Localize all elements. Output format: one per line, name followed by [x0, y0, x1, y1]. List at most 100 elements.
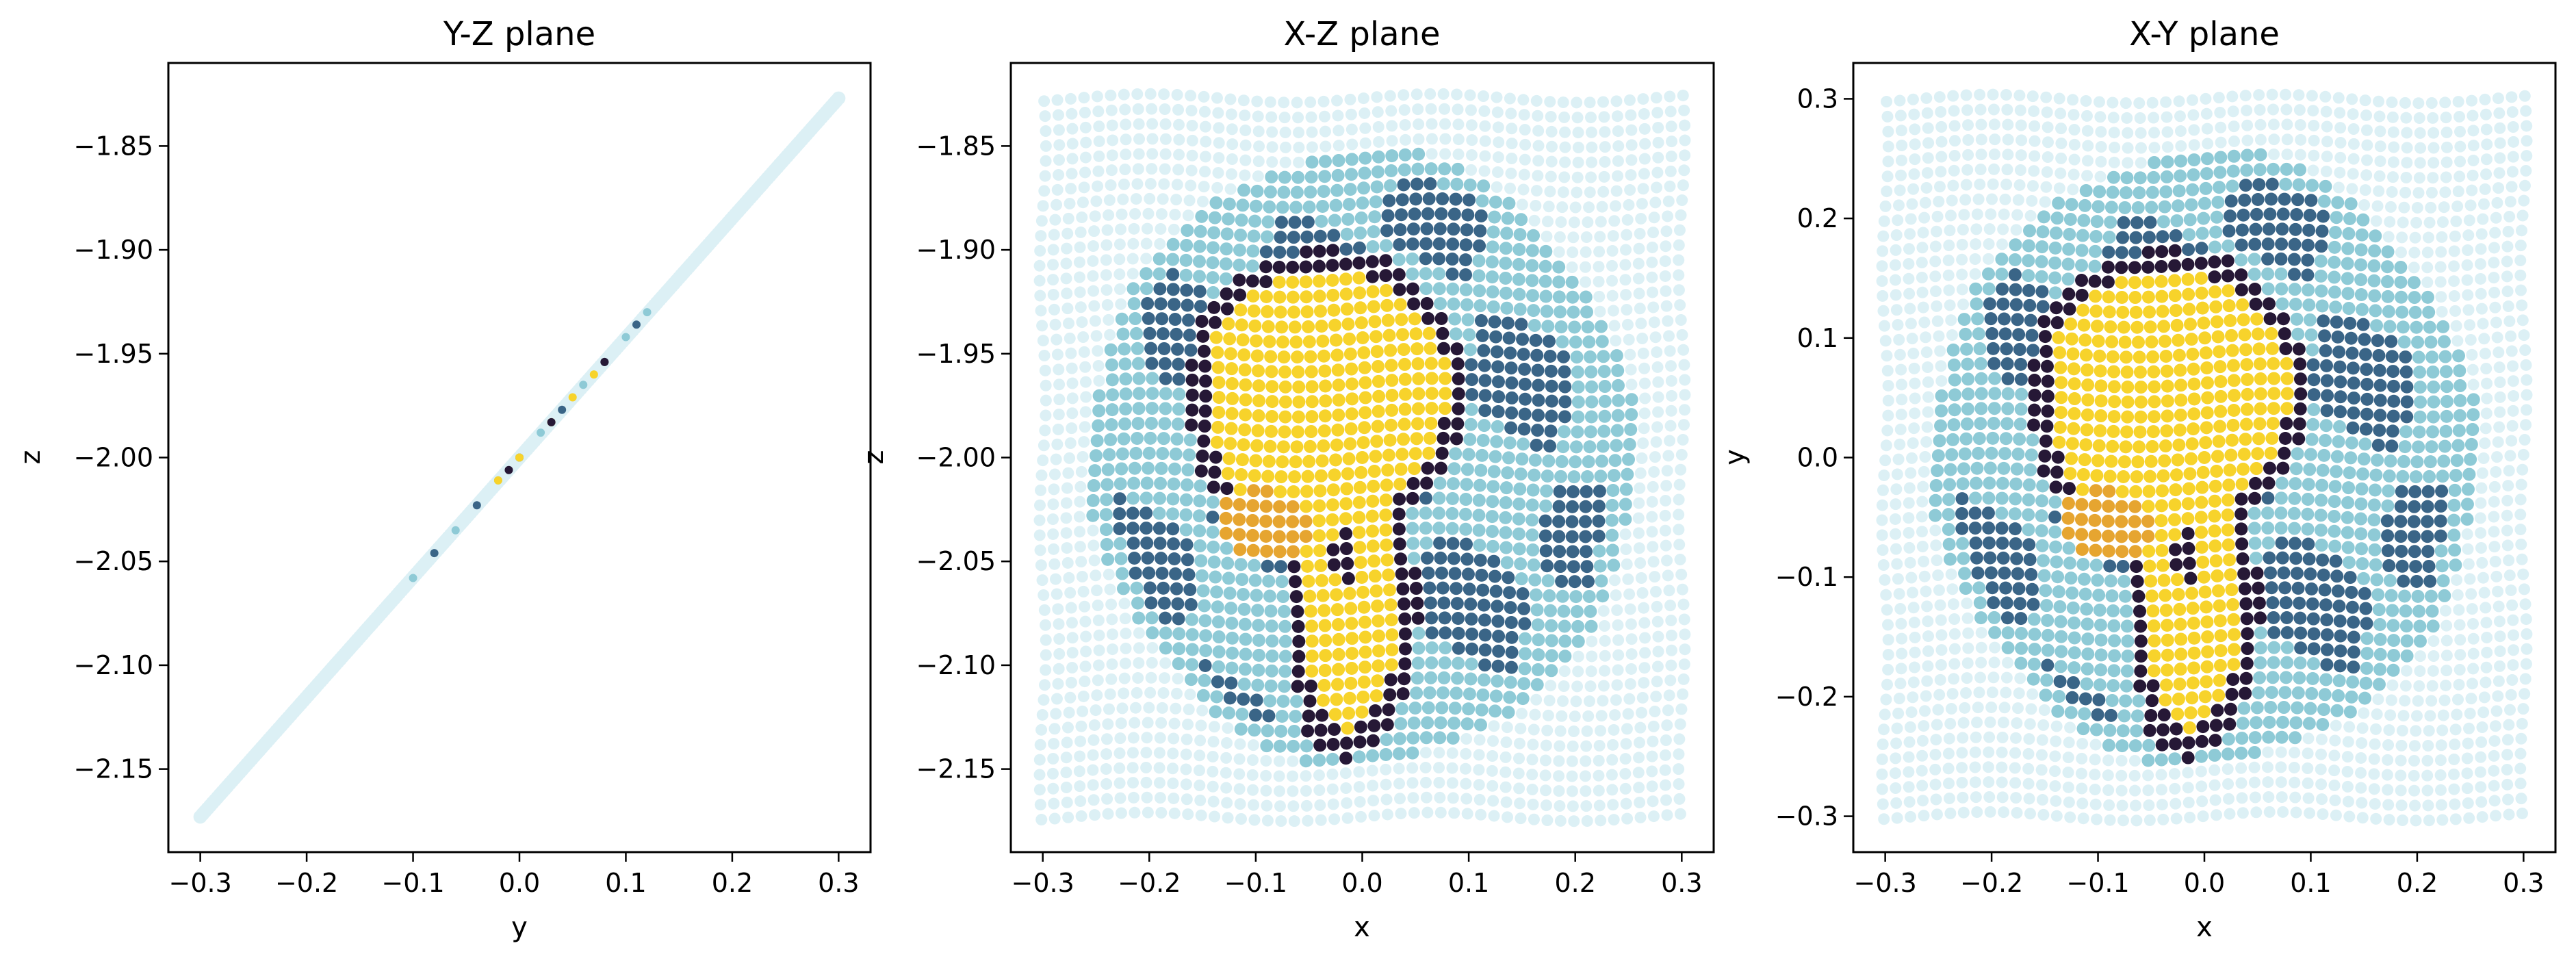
data-point — [2213, 345, 2226, 359]
data-point — [1398, 402, 1412, 416]
data-point — [2156, 215, 2170, 229]
data-point — [1942, 522, 1955, 536]
data-point — [2182, 541, 2195, 555]
data-point — [2120, 171, 2134, 185]
data-point — [2014, 357, 2028, 371]
data-point — [2360, 632, 2374, 645]
data-point — [1664, 180, 1676, 192]
data-point — [2328, 539, 2342, 553]
data-point — [1246, 543, 1260, 557]
data-point — [2075, 498, 2089, 511]
data-point — [1314, 723, 1328, 737]
data-point — [2089, 290, 2102, 303]
data-point — [2265, 327, 2278, 341]
data-point — [1209, 331, 1223, 344]
data-point — [1373, 136, 1385, 148]
data-point — [2467, 125, 2480, 137]
data-point — [1186, 149, 1198, 162]
data-point — [2213, 673, 2226, 687]
data-point — [1638, 617, 1651, 629]
data-point — [1064, 437, 1077, 449]
data-point — [2341, 751, 2354, 763]
data-point — [1193, 494, 1207, 508]
data-point — [2263, 791, 2275, 804]
data-point — [1385, 643, 1399, 656]
data-point — [1637, 93, 1649, 105]
data-point — [2344, 451, 2358, 465]
data-point — [2174, 663, 2187, 676]
data-point — [1239, 110, 1251, 122]
data-point — [1291, 350, 1304, 364]
data-point — [2262, 222, 2276, 236]
data-point — [2328, 255, 2341, 269]
data-point — [1599, 155, 1611, 168]
data-point — [1060, 782, 1072, 794]
data-point — [1433, 762, 1445, 774]
data-point — [1877, 230, 1890, 242]
data-point — [2453, 110, 2466, 123]
data-point — [1555, 574, 1569, 588]
data-point — [2306, 358, 2320, 372]
data-point — [2248, 731, 2262, 745]
data-point — [1103, 448, 1116, 461]
data-point — [1182, 568, 1196, 582]
data-point — [2002, 118, 2014, 131]
data-point — [1036, 320, 1048, 332]
data-point — [2453, 379, 2467, 393]
data-point — [2314, 509, 2328, 522]
data-point — [1410, 686, 1424, 700]
data-point — [1167, 747, 1179, 760]
data-point — [1580, 560, 1594, 574]
data-point — [1922, 152, 1934, 164]
data-point — [2121, 381, 2135, 394]
data-point — [1100, 733, 1113, 745]
data-point — [2102, 754, 2115, 767]
data-point — [1172, 657, 1185, 671]
data-point — [1491, 375, 1505, 389]
data-point — [2093, 185, 2107, 198]
data-point — [1126, 268, 1139, 280]
data-point — [2357, 452, 2371, 466]
data-point — [1554, 470, 1568, 483]
data-point — [1392, 522, 1406, 536]
data-point — [2421, 754, 2434, 767]
data-point — [2280, 626, 2294, 639]
data-point — [1060, 527, 1072, 539]
data-point — [2328, 495, 2341, 509]
data-point — [1988, 626, 2002, 639]
data-point — [2234, 268, 2248, 282]
data-point — [2055, 107, 2067, 120]
data-point — [1209, 196, 1223, 209]
data-point — [1922, 391, 1935, 403]
data-point — [1407, 552, 1421, 565]
data-point — [1066, 632, 1079, 644]
data-point — [1299, 260, 1313, 274]
data-point — [2120, 679, 2133, 693]
data-point — [1117, 193, 1129, 205]
data-point — [2464, 573, 2476, 585]
data-point — [1890, 752, 1902, 765]
data-point — [2317, 703, 2330, 717]
data-point — [2373, 632, 2387, 646]
data-point — [1319, 634, 1332, 647]
data-point — [1665, 120, 1677, 133]
data-point — [2421, 277, 2434, 289]
data-point — [1140, 747, 1152, 759]
data-point — [2452, 424, 2466, 437]
data-point — [2320, 359, 2334, 372]
data-point — [1408, 312, 1421, 326]
data-point — [1317, 604, 1331, 617]
data-point — [1074, 241, 1086, 253]
data-point — [1539, 499, 1553, 513]
data-point — [2448, 260, 2460, 272]
data-point — [2102, 529, 2115, 543]
y-ticks-xz: −2.15−2.10−2.05−2.00−1.95−1.90−1.85 — [916, 131, 1011, 784]
data-point — [2169, 737, 2182, 751]
data-point — [2380, 260, 2394, 274]
data-point — [1051, 94, 1064, 106]
data-point — [1909, 138, 1921, 151]
data-point — [1115, 312, 1129, 326]
data-point — [1358, 660, 1372, 674]
data-point — [1380, 763, 1392, 775]
data-point — [2076, 797, 2089, 810]
